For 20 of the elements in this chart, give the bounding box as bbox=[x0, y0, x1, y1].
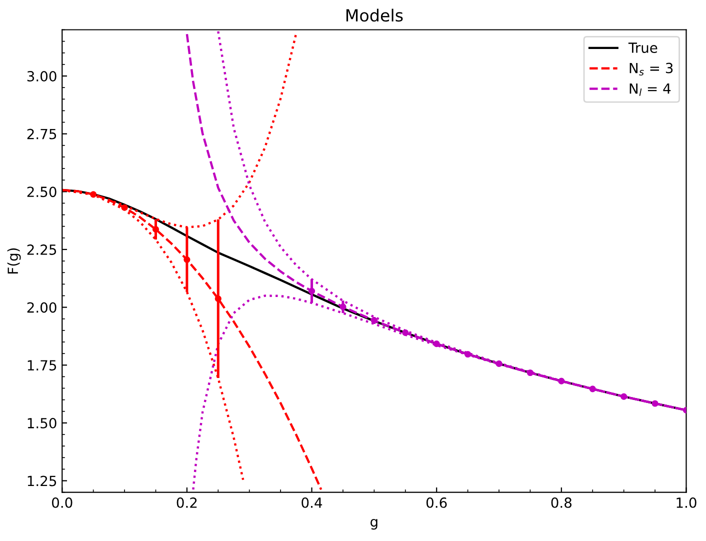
chart-title: Models bbox=[346, 8, 403, 22]
x-tick-label: 0.4 bbox=[302, 497, 322, 508]
y-tick-label: 2.00 bbox=[27, 302, 56, 313]
y-tick-label: 1.75 bbox=[28, 360, 56, 371]
x-tick-label: 0.0 bbox=[52, 497, 72, 508]
x-tick-label: 0.6 bbox=[426, 497, 447, 508]
y-axis-title: F(g) bbox=[7, 248, 21, 274]
legend-label: N$_{s}$ = 3 bbox=[630, 62, 673, 76]
legend-label: N$_{l}$ = 4 bbox=[630, 83, 671, 96]
y-tick-label: 1.25 bbox=[28, 476, 56, 486]
y-tick-label: 3.00 bbox=[27, 70, 56, 82]
y-tick-label: 1.50 bbox=[28, 418, 56, 428]
x-tick-label: 0.2 bbox=[176, 497, 197, 508]
y-tick-label: 2.25 bbox=[27, 244, 56, 255]
x-tick-label: 0.8 bbox=[551, 497, 572, 508]
y-tick-label: 2.50 bbox=[27, 186, 56, 198]
legend-label: True bbox=[628, 42, 658, 54]
y-tick-label: 2.75 bbox=[27, 128, 56, 140]
x-tick-label: 1.0 bbox=[676, 497, 696, 508]
x-axis-title: g bbox=[370, 518, 378, 530]
